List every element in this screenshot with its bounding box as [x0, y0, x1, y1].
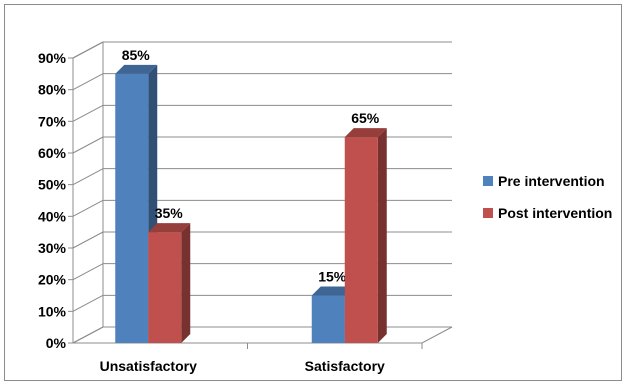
legend-label: Post intervention: [498, 205, 612, 221]
y-tick-label: 30%: [38, 240, 67, 256]
bar-top: [148, 223, 191, 233]
data-label: 15%: [318, 269, 347, 285]
y-tick-label: 70%: [38, 113, 67, 129]
bar-side: [377, 128, 387, 343]
floor: [72, 326, 453, 344]
bar: [344, 137, 378, 343]
wall-top-edge: [72, 41, 104, 59]
y-tick-label: 0%: [46, 335, 67, 351]
bar-side: [181, 223, 191, 343]
data-label: 35%: [155, 205, 184, 221]
gridline-side: [72, 136, 104, 154]
gridline-side: [72, 199, 104, 217]
legend-label: Pre intervention: [498, 173, 605, 189]
y-tick-label: 60%: [38, 145, 67, 161]
gridline-side: [72, 168, 104, 186]
x-category-label: Unsatisfactory: [100, 358, 197, 374]
gridline-side: [72, 263, 104, 281]
gridline-side: [72, 294, 104, 312]
data-label: 65%: [351, 110, 380, 126]
bar: [311, 295, 345, 343]
y-tick-label: 90%: [38, 50, 67, 66]
gridline-side: [72, 73, 104, 91]
gridline-side: [72, 104, 104, 122]
y-tick-label: 50%: [38, 177, 67, 193]
bar-top: [311, 286, 354, 296]
y-tick-label: 10%: [38, 303, 67, 319]
data-label: 85%: [122, 47, 151, 63]
y-tick-label: 80%: [38, 82, 67, 98]
legend-swatch: [483, 208, 493, 218]
bar: [148, 232, 182, 343]
y-tick-label: 40%: [38, 208, 67, 224]
bar-top: [115, 64, 158, 74]
gridline-side: [72, 231, 104, 249]
x-category-label: Satisfactory: [305, 358, 385, 374]
y-tick-label: 20%: [38, 272, 67, 288]
legend-swatch: [483, 176, 493, 186]
bar: [115, 73, 149, 343]
bar-top: [344, 128, 387, 138]
